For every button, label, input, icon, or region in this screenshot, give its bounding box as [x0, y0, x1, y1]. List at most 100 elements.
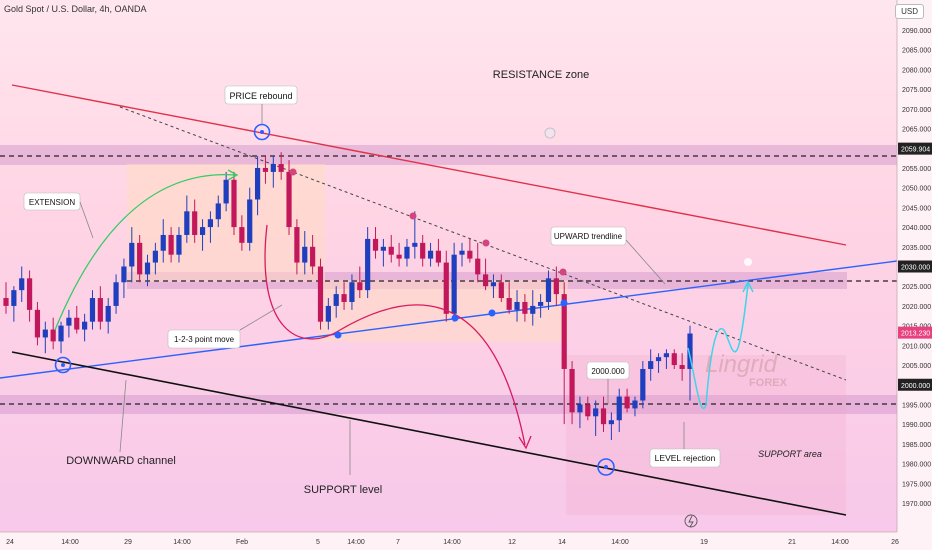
support-band	[0, 395, 897, 414]
candle-body	[129, 242, 135, 267]
x-tick-label: 14:00	[831, 539, 849, 546]
candle-body	[317, 266, 324, 322]
candle-body	[380, 246, 386, 251]
y-tick-label: 2090.000	[902, 28, 931, 35]
candle-body	[58, 325, 64, 342]
candle-body	[671, 353, 677, 366]
magenta-arrow-head	[518, 435, 532, 450]
candle-body	[144, 262, 151, 275]
candle-body	[239, 227, 245, 243]
y-tick-label: 2085.000	[902, 48, 931, 55]
y-tick-label: 2045.000	[902, 205, 931, 212]
y-tick-label: 1990.000	[902, 422, 931, 429]
candle-body	[593, 408, 599, 417]
y-tick-label: 2020.000	[902, 304, 931, 311]
support-area-label: SUPPORT area	[758, 449, 822, 459]
candle-body	[82, 321, 88, 330]
candle-body	[435, 250, 442, 263]
resistance-band	[0, 145, 897, 165]
candle-body	[655, 357, 662, 362]
candle-body	[278, 164, 284, 172]
candle-body	[192, 211, 198, 235]
candle-body	[475, 258, 481, 275]
y-tick-label: 2065.000	[902, 127, 931, 134]
candle-body	[310, 246, 316, 267]
candle-body	[50, 329, 56, 342]
y-tick-label: 1970.000	[902, 501, 931, 508]
x-tick-label: 14:00	[61, 539, 79, 546]
x-tick-label: 19	[700, 539, 708, 546]
pivot-dot-1	[289, 168, 297, 176]
candle-body	[538, 301, 544, 306]
support-low-dot	[604, 465, 608, 469]
candle-body	[640, 368, 646, 401]
currency-button[interactable]: USD	[895, 4, 924, 19]
extension-box-label	[23, 192, 81, 211]
candle-body	[270, 164, 276, 172]
candle-body	[404, 246, 410, 259]
candle-body	[121, 266, 127, 283]
candle-body	[152, 250, 158, 263]
alert-icon[interactable]	[544, 127, 556, 139]
chart-title: Gold Spot / U.S. Dollar, 4h, OANDA	[4, 4, 147, 14]
rebound-circle	[253, 123, 271, 141]
candles	[3, 152, 693, 440]
extension-arrow-head	[227, 169, 239, 181]
upward-trendline-label: UPWARD trendline	[554, 232, 623, 241]
upward-trendline-pointer	[625, 239, 666, 285]
price-tag-label: 2030.000	[901, 265, 930, 272]
watermark-sub: FOREX	[749, 377, 788, 389]
candle-body	[490, 282, 497, 287]
candle-body	[247, 199, 253, 243]
y-tick-label: 2025.000	[902, 284, 931, 291]
resistance-trendline	[11, 84, 847, 246]
candle-body	[451, 254, 457, 314]
candle-body	[341, 294, 347, 302]
y-tick-label: 1985.000	[902, 442, 931, 449]
y-tick-label: 2075.000	[902, 87, 931, 94]
lightning-icon[interactable]	[684, 514, 698, 528]
x-axis-panel	[0, 532, 897, 550]
candle-body	[585, 404, 591, 417]
candle-body	[74, 317, 80, 330]
candle-body	[66, 317, 72, 326]
price-tag	[898, 142, 932, 155]
price-tag	[898, 260, 932, 273]
trend-dot-2	[451, 314, 459, 322]
price-tags: 2059.904 2030.000 2013.230 2000.000	[898, 142, 932, 391]
candle-body	[663, 353, 670, 358]
y-tick-label: 1995.000	[902, 402, 931, 409]
lightning-bolt	[688, 515, 694, 528]
y-tick-label: 1980.000	[902, 462, 931, 469]
x-tick-label: 14:00	[443, 539, 461, 546]
candle-body	[168, 234, 174, 255]
candle-body	[467, 250, 473, 259]
cyan-arrow-head	[742, 280, 754, 293]
downward-channel-line	[11, 351, 847, 516]
y-tick-label: 2005.000	[902, 363, 931, 370]
candle-body	[482, 274, 489, 287]
drawings	[54, 123, 754, 528]
extension-pointer	[79, 201, 94, 239]
candle-body	[97, 298, 103, 322]
level-rejection-label: LEVEL rejection	[655, 453, 716, 463]
watermark-brand: Lingrid	[705, 351, 778, 378]
callouts: PRICE rebound EXTENSION UPWARD trendline…	[23, 69, 822, 496]
price-rebound-label: PRICE rebound	[229, 91, 292, 101]
candle-body	[530, 305, 536, 314]
candle-body	[679, 365, 685, 369]
candle-body	[522, 301, 528, 314]
candle-body	[632, 400, 638, 409]
x-tick-label: 5	[316, 539, 320, 546]
candle-body	[616, 396, 622, 421]
candle-body	[42, 329, 48, 338]
pivot-dot-4	[559, 268, 567, 276]
price-rebound-box	[224, 85, 298, 105]
candle-body	[160, 234, 166, 251]
resistance-zone-label: RESISTANCE zone	[493, 69, 589, 81]
level-2000-callout: 2000.000	[591, 367, 625, 376]
y-tick-label: 2080.000	[902, 67, 931, 74]
candle-body	[19, 278, 25, 291]
